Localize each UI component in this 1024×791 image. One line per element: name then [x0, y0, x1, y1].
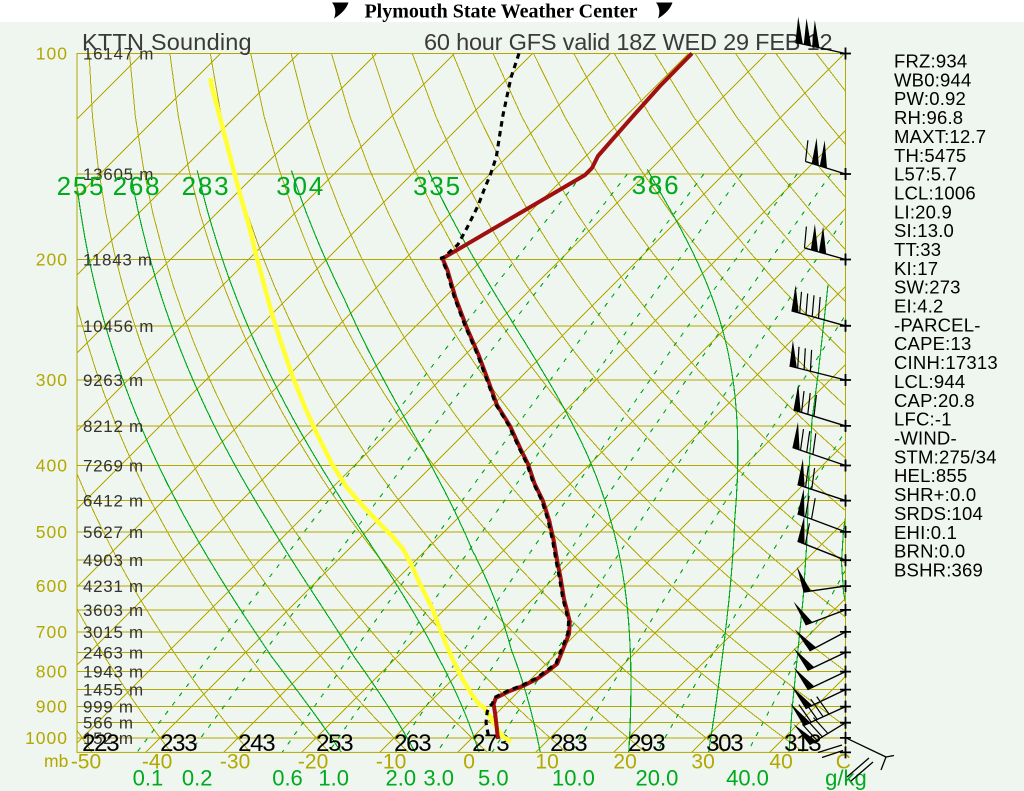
svg-text:HEL:855: HEL:855 — [894, 465, 967, 486]
svg-text:3015 m: 3015 m — [83, 623, 144, 642]
svg-text:0.2: 0.2 — [182, 766, 213, 791]
svg-text:7269 m: 7269 m — [83, 457, 144, 476]
svg-text:100: 100 — [36, 44, 68, 64]
svg-text:-50: -50 — [71, 751, 101, 774]
svg-text:LFC:-1: LFC:-1 — [894, 409, 952, 430]
svg-text:-WIND-: -WIND- — [894, 428, 957, 449]
svg-text:9263 m: 9263 m — [83, 371, 144, 390]
svg-text:243: 243 — [238, 730, 275, 757]
svg-text:-10: -10 — [376, 751, 406, 774]
svg-text:WB0:944: WB0:944 — [894, 69, 972, 90]
svg-text:CINH:17313: CINH:17313 — [894, 352, 998, 373]
svg-text:8212 m: 8212 m — [83, 417, 144, 436]
svg-text:800: 800 — [36, 662, 68, 682]
svg-text:-30: -30 — [220, 751, 250, 774]
svg-text:-40: -40 — [142, 751, 172, 774]
svg-text:16147 m: 16147 m — [83, 45, 154, 64]
svg-text:10.0: 10.0 — [552, 766, 595, 791]
svg-text:-20: -20 — [298, 751, 328, 774]
svg-text:SHR+:0.0: SHR+:0.0 — [894, 484, 976, 505]
svg-text:40: 40 — [769, 751, 792, 774]
svg-text:SI:13.0: SI:13.0 — [894, 220, 954, 241]
svg-text:Plymouth State Weather Center: Plymouth State Weather Center — [364, 1, 637, 23]
svg-text:1455 m: 1455 m — [83, 681, 144, 700]
svg-text:253: 253 — [316, 730, 353, 757]
svg-text:20: 20 — [613, 751, 636, 774]
svg-text:L57:5.7: L57:5.7 — [894, 164, 957, 185]
svg-text:EHI:0.1: EHI:0.1 — [894, 522, 957, 543]
svg-text:566 m: 566 m — [83, 714, 134, 733]
svg-text:400: 400 — [36, 456, 68, 476]
svg-text:4903 m: 4903 m — [83, 551, 144, 570]
svg-text:CAPE:13: CAPE:13 — [894, 333, 972, 354]
svg-text:273: 273 — [472, 730, 509, 757]
svg-text:5.0: 5.0 — [478, 766, 509, 791]
svg-text:LCL:1006: LCL:1006 — [894, 183, 976, 204]
svg-text:KI:17: KI:17 — [894, 258, 938, 279]
svg-text:LI:20.9: LI:20.9 — [894, 201, 952, 222]
svg-text:TT:33: TT:33 — [894, 239, 941, 260]
svg-text:152 m: 152 m — [83, 729, 134, 748]
svg-text:MAXT:12.7: MAXT:12.7 — [894, 126, 986, 147]
svg-text:700: 700 — [36, 622, 68, 642]
svg-text:900: 900 — [36, 697, 68, 717]
svg-text:263: 263 — [394, 730, 431, 757]
svg-text:11843 m: 11843 m — [83, 251, 153, 270]
svg-text:600: 600 — [36, 576, 68, 596]
svg-text:304: 304 — [276, 171, 325, 201]
svg-text:4231 m: 4231 m — [83, 577, 144, 596]
svg-text:EI:4.2: EI:4.2 — [894, 296, 944, 317]
svg-text:3.0: 3.0 — [423, 766, 454, 791]
svg-text:20.0: 20.0 — [635, 766, 678, 791]
svg-text:40.0: 40.0 — [726, 766, 769, 791]
svg-text:g/kg: g/kg — [825, 766, 867, 791]
svg-text:293: 293 — [628, 730, 665, 757]
svg-text:268: 268 — [113, 171, 162, 201]
svg-text:0.6: 0.6 — [272, 766, 303, 791]
svg-text:10456 m: 10456 m — [83, 317, 154, 336]
svg-text:PW:0.92: PW:0.92 — [894, 88, 966, 109]
svg-text:283: 283 — [550, 730, 587, 757]
svg-text:0: 0 — [463, 751, 475, 774]
svg-text:10: 10 — [535, 751, 558, 774]
svg-text:303: 303 — [706, 730, 743, 757]
svg-text:BSHR:369: BSHR:369 — [894, 560, 983, 581]
svg-text:1943 m: 1943 m — [83, 663, 144, 682]
svg-text:1000: 1000 — [25, 728, 68, 748]
svg-text:-PARCEL-: -PARCEL- — [894, 314, 981, 335]
svg-text:500: 500 — [36, 522, 68, 542]
svg-text:SW:273: SW:273 — [894, 277, 961, 298]
svg-text:233: 233 — [160, 730, 197, 757]
svg-text:TH:5475: TH:5475 — [894, 145, 966, 166]
svg-text:283: 283 — [182, 171, 231, 201]
svg-text:FRZ:934: FRZ:934 — [894, 51, 967, 72]
svg-text:BRN:0.0: BRN:0.0 — [894, 541, 965, 562]
svg-text:200: 200 — [36, 250, 68, 270]
svg-text:2.0: 2.0 — [386, 766, 417, 791]
svg-text:13605 m: 13605 m — [83, 165, 154, 184]
svg-text:6412 m: 6412 m — [83, 492, 144, 511]
svg-text:RH:96.8: RH:96.8 — [894, 107, 963, 128]
svg-text:223: 223 — [82, 730, 119, 757]
svg-text:60 hour GFS valid 18Z WED 29 F: 60 hour GFS valid 18Z WED 29 FEB 12 — [424, 29, 832, 55]
svg-text:335: 335 — [413, 171, 462, 201]
svg-text:255: 255 — [57, 171, 106, 201]
svg-text:STM:275/34: STM:275/34 — [894, 446, 997, 467]
svg-text:CAP:20.8: CAP:20.8 — [894, 390, 975, 411]
svg-text:30: 30 — [691, 751, 714, 774]
svg-text:999 m: 999 m — [83, 698, 134, 717]
svg-text:2463 m: 2463 m — [83, 643, 144, 662]
svg-text:LCL:944: LCL:944 — [894, 371, 965, 392]
svg-text:C: C — [836, 751, 851, 774]
svg-text:SRDS:104: SRDS:104 — [894, 503, 983, 524]
svg-text:386: 386 — [632, 170, 681, 200]
svg-text:KTTN Sounding: KTTN Sounding — [82, 29, 252, 55]
svg-text:mb: mb — [44, 751, 68, 771]
svg-text:3603 m: 3603 m — [83, 601, 144, 620]
svg-text:5627 m: 5627 m — [83, 523, 144, 542]
svg-text:300: 300 — [36, 370, 68, 390]
svg-text:0.1: 0.1 — [133, 766, 164, 791]
svg-text:1.0: 1.0 — [318, 766, 349, 791]
